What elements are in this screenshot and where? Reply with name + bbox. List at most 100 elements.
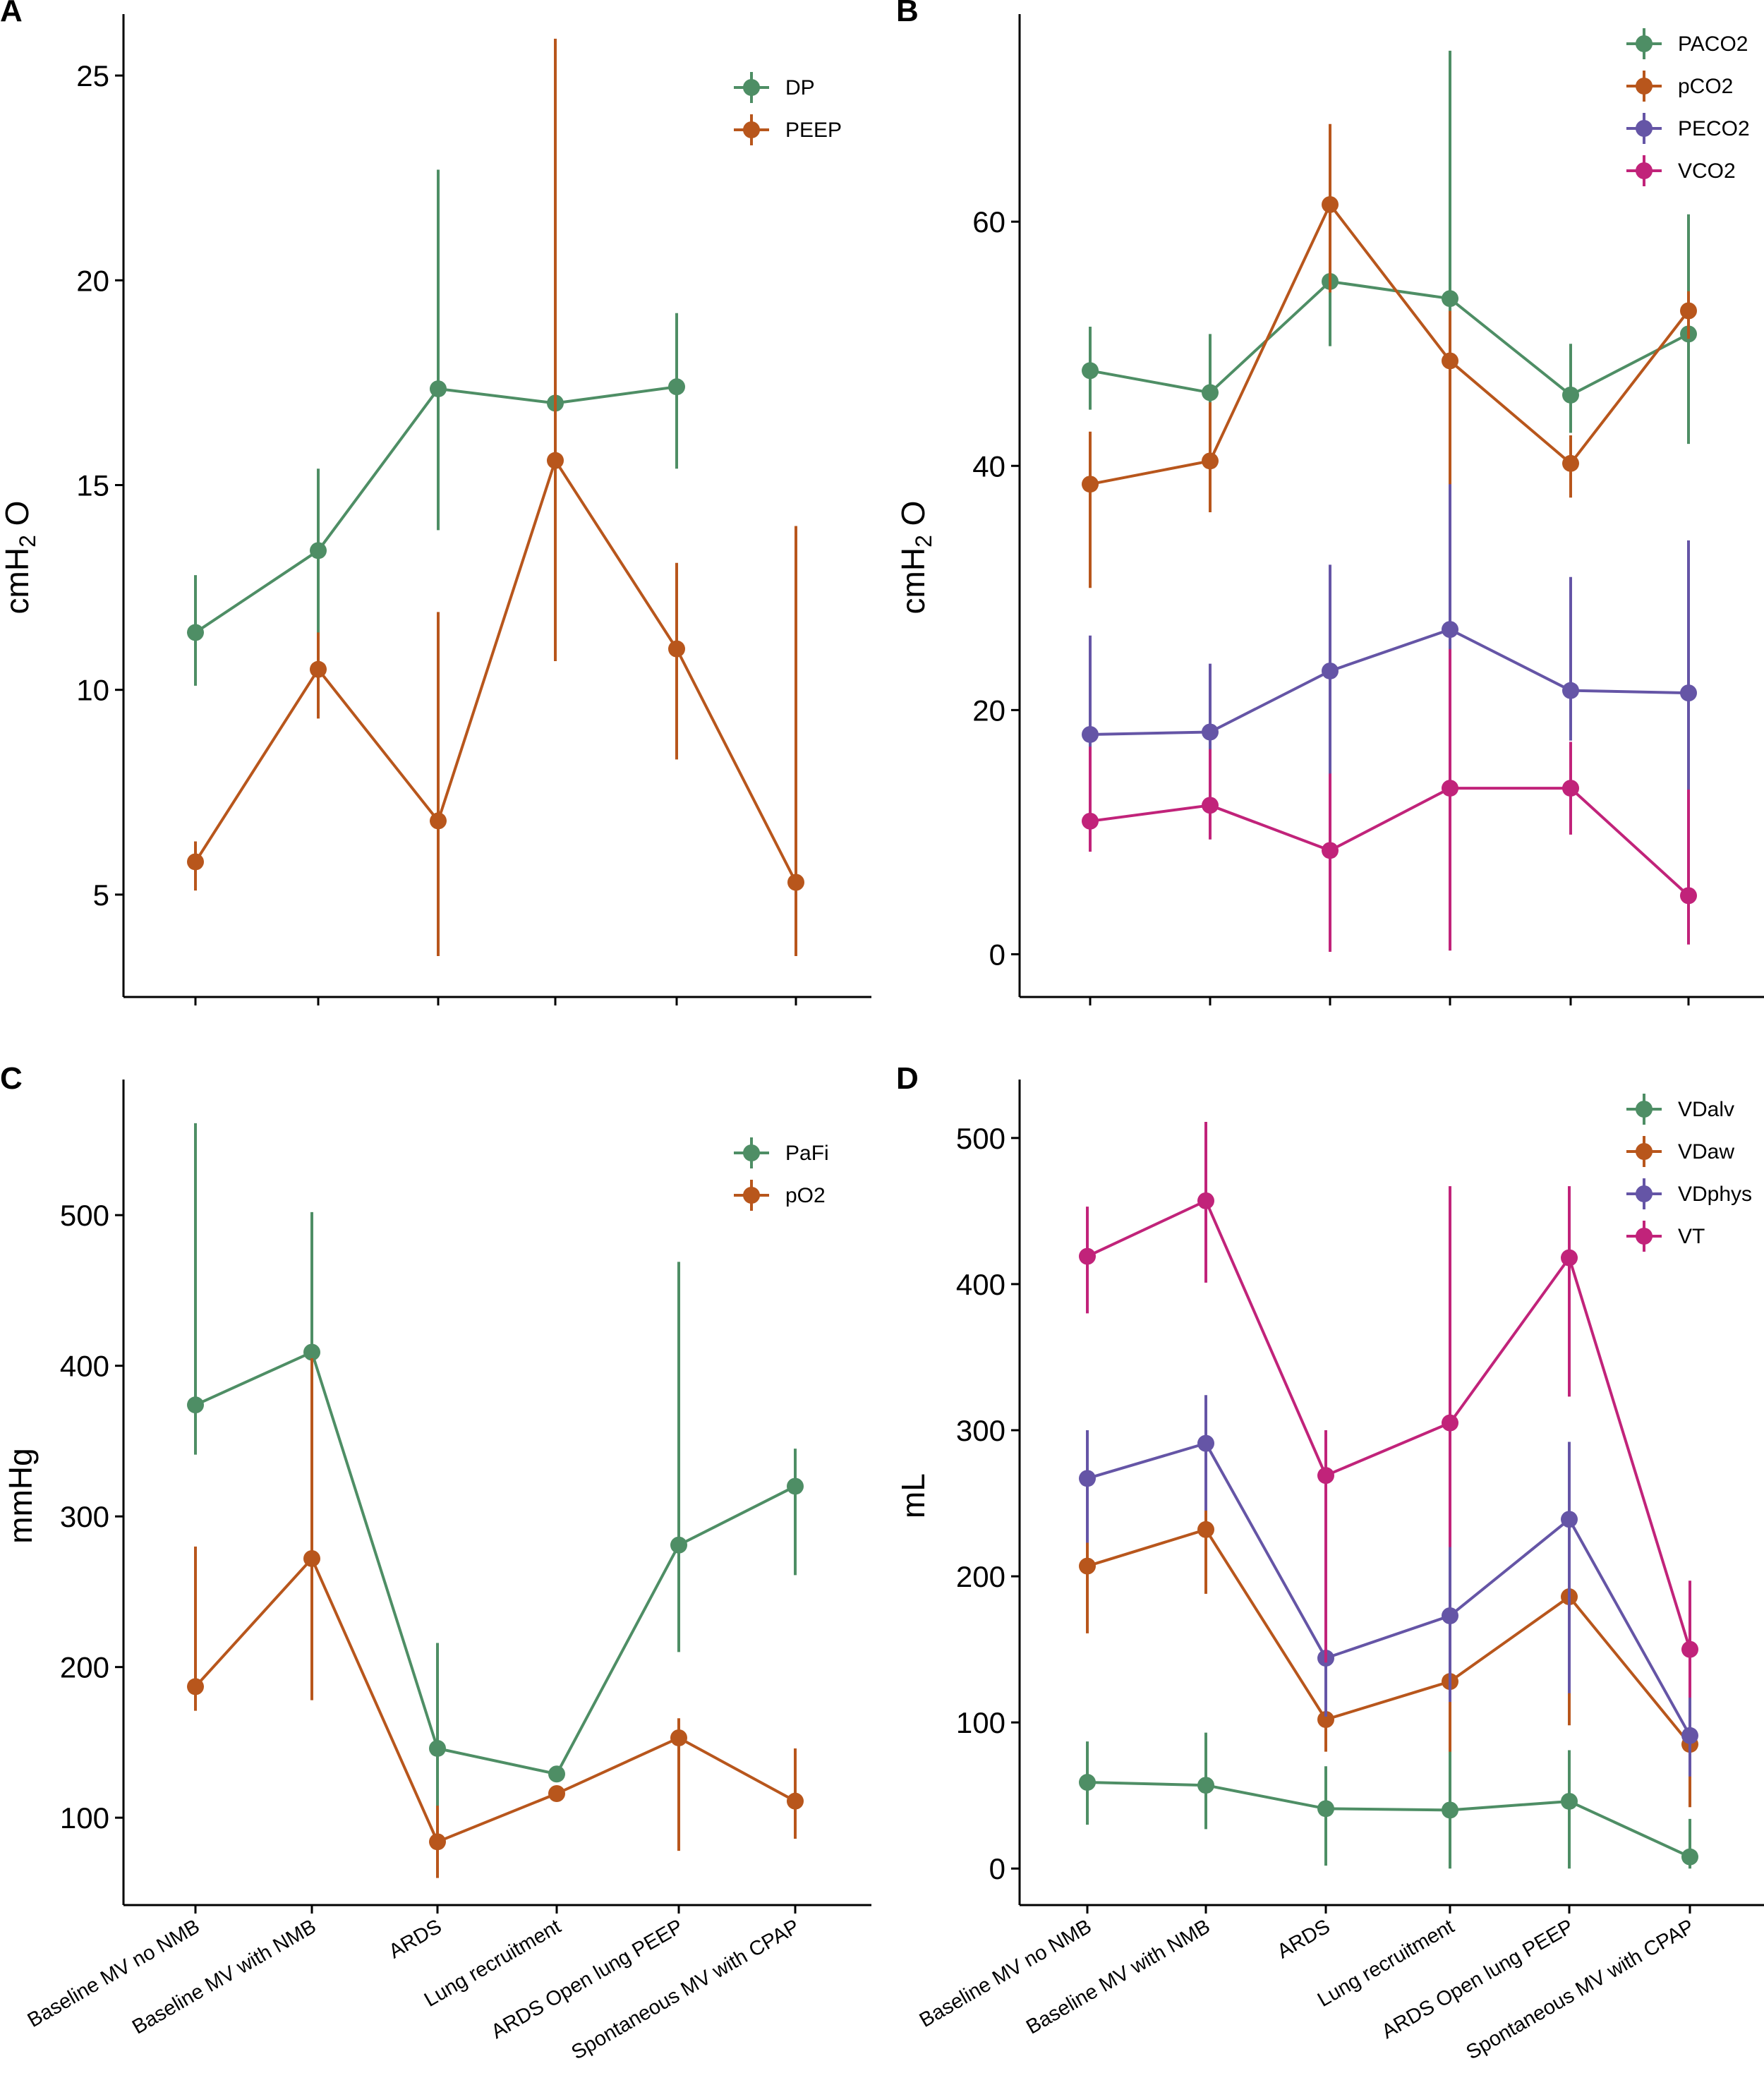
data-point <box>1202 384 1219 401</box>
series-PEEP <box>187 38 804 956</box>
data-point <box>1317 1711 1334 1729</box>
y-axis-label: mL <box>895 1473 931 1518</box>
series-DP <box>187 153 685 686</box>
legend-key-point <box>1636 1101 1653 1118</box>
data-point <box>1197 1192 1214 1209</box>
series-VDphys <box>1079 1395 1698 1777</box>
panel-A: A 5 10 15 20 25 cmH2 O DP PEEP <box>0 0 871 1005</box>
data-point <box>547 452 564 469</box>
y-tick-label: 0 <box>989 938 1005 971</box>
series-line <box>1089 787 1690 897</box>
data-point <box>1681 1727 1698 1744</box>
data-point <box>1442 290 1458 308</box>
legend: VDalv VDaw VDphys VT <box>1626 1094 1752 1252</box>
panel-B: B 0 20 40 60 cmH2 O PACO2 pCO2 PECO2 VCO2 <box>895 0 1764 1005</box>
y-tick-label: 5 <box>93 878 109 912</box>
data-point <box>548 1785 565 1803</box>
legend-key-point <box>1636 120 1653 137</box>
legend-label: PEEP <box>785 119 842 142</box>
legend-key-point <box>743 1144 760 1161</box>
data-point <box>429 1739 446 1757</box>
data-point <box>668 640 685 658</box>
data-point <box>787 874 804 891</box>
series-line <box>1089 628 1689 736</box>
data-point <box>787 1792 804 1810</box>
data-point <box>1681 1640 1698 1658</box>
data-point <box>1202 797 1219 814</box>
data-point <box>1442 1607 1458 1624</box>
data-point <box>1680 302 1697 320</box>
x-tick-label: Spontaneous MV with CPAP <box>568 1915 804 2064</box>
y-tick-label: 20 <box>76 264 109 297</box>
y-tick-label: 15 <box>76 469 109 502</box>
legend-label: PECO2 <box>1678 117 1750 140</box>
legend-key-point <box>1636 162 1653 179</box>
data-point <box>1197 1777 1214 1794</box>
legend-label: PaFi <box>785 1142 829 1165</box>
data-point <box>1561 1249 1578 1267</box>
data-point <box>429 1833 446 1851</box>
data-point <box>187 1678 204 1696</box>
series-line <box>1087 1442 1691 1736</box>
data-point <box>430 812 447 830</box>
legend-key-point <box>743 79 760 96</box>
y-tick-label: 20 <box>972 694 1005 727</box>
legend-key-point <box>1636 35 1653 52</box>
data-point <box>1680 887 1697 905</box>
y-tick-label: 300 <box>956 1414 1005 1447</box>
y-axis-label: cmH2 O <box>0 501 40 615</box>
y-tick-label: 0 <box>989 1852 1005 1885</box>
legend: DP PEEP <box>734 72 842 145</box>
legend-label: pO2 <box>785 1184 826 1207</box>
x-tick-label: ARDS <box>385 1915 446 1963</box>
data-point <box>1082 476 1099 493</box>
data-point <box>670 1536 687 1554</box>
legend-key-point <box>743 121 760 138</box>
y-tick-label: 500 <box>60 1199 109 1232</box>
legend-key-point <box>1636 1143 1653 1160</box>
data-point <box>303 1343 320 1361</box>
series-line <box>1087 1528 1691 1746</box>
y-tick-label: 40 <box>972 449 1005 483</box>
series-VT <box>1079 1122 1698 1698</box>
data-point <box>1681 1848 1698 1866</box>
legend-label: VDalv <box>1678 1098 1734 1121</box>
data-point <box>1442 1414 1458 1432</box>
data-point <box>1562 682 1579 699</box>
data-point <box>1322 662 1339 679</box>
series-pCO2 <box>1082 123 1697 588</box>
data-point <box>1197 1434 1214 1452</box>
x-tick-label: ARDS <box>1274 1915 1334 1963</box>
data-point <box>1082 812 1099 830</box>
series-VCO2 <box>1082 648 1697 952</box>
y-axis-label: mmHg <box>2 1448 39 1543</box>
y-tick-label: 400 <box>60 1350 109 1383</box>
data-point <box>1322 195 1339 213</box>
data-point <box>1202 723 1219 741</box>
x-tick-label: Baseline MV with NMB <box>128 1915 320 2038</box>
series-PACO2 <box>1082 50 1697 581</box>
data-point <box>1079 1247 1096 1265</box>
y-axis-label: cmH2 O <box>895 501 936 615</box>
y-tick-label: 100 <box>956 1706 1005 1739</box>
legend-key-point <box>743 1187 760 1204</box>
series-line <box>1087 1781 1691 1859</box>
legend: PaFi pO2 <box>734 1137 829 1211</box>
data-point <box>1561 1792 1578 1810</box>
series-pO2 <box>187 1358 804 1878</box>
y-tick-label: 10 <box>76 674 109 707</box>
y-tick-label: 500 <box>956 1122 1005 1155</box>
series-PaFi <box>187 1123 804 1841</box>
data-point <box>310 660 327 678</box>
data-point <box>1562 386 1579 404</box>
legend: PACO2 pCO2 PECO2 VCO2 <box>1626 28 1750 186</box>
data-point <box>187 1396 204 1414</box>
data-point <box>310 542 327 560</box>
data-point <box>430 380 447 398</box>
series-VDalv <box>1079 1732 1698 1869</box>
legend-label: PACO2 <box>1678 32 1748 56</box>
x-tick-label: ARDS Open lung PEEP <box>488 1915 687 2043</box>
